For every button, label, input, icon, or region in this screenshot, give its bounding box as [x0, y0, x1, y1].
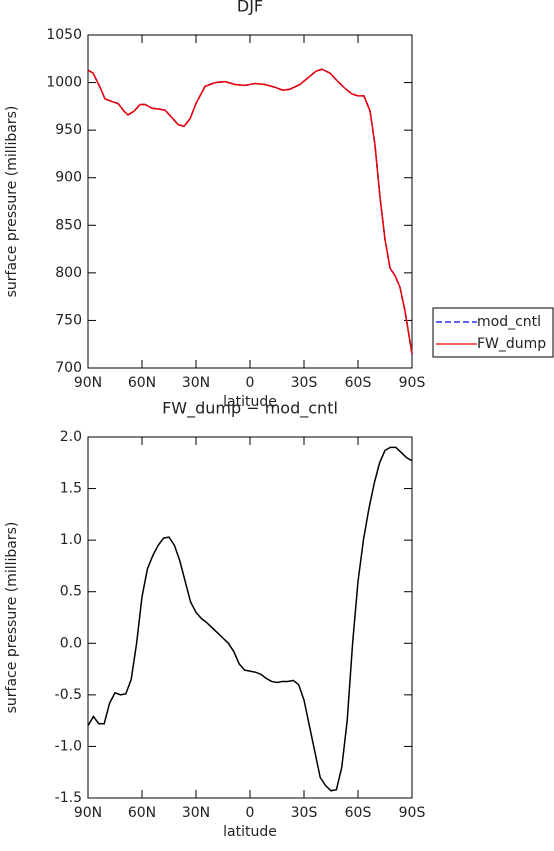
y-tick-label: 950	[55, 122, 82, 138]
x-tick-label: 90N	[74, 805, 102, 821]
x-tick-label: 60S	[345, 805, 372, 821]
x-tick-label: 0	[246, 805, 255, 821]
plot-frame	[87, 436, 413, 799]
x-tick-label: 90S	[399, 805, 426, 821]
data-line	[87, 446, 413, 792]
y-tick-label: 800	[55, 265, 82, 281]
series-line	[87, 68, 413, 354]
legend-box	[432, 307, 554, 358]
x-tick-label: 60N	[128, 805, 156, 821]
y-tick-label: -1.0	[55, 738, 82, 754]
x-tick-label: 30S	[291, 805, 318, 821]
y-axis-label: surface pressure (millibars)	[4, 522, 20, 714]
y-tick-label: -1.5	[55, 790, 82, 806]
x-axis-label: latitude	[223, 394, 277, 410]
x-tick-label: 30N	[182, 375, 210, 391]
x-axis-label: latitude	[223, 824, 277, 840]
y-tick-label: 900	[55, 170, 82, 186]
x-tick-label: 60S	[345, 375, 372, 391]
x-tick-label: 30S	[291, 375, 318, 391]
x-tick-label: 90S	[399, 375, 426, 391]
chart-title: FW_dump − mod_cntl	[162, 399, 338, 419]
y-tick-label: 1000	[46, 75, 82, 91]
chart-title: DJF	[237, 0, 263, 16]
y-tick-label: 850	[55, 217, 82, 233]
y-tick-label: 0.0	[60, 635, 82, 651]
y-tick-label: 750	[55, 312, 82, 328]
legend-label: mod_cntl	[477, 314, 541, 330]
y-tick-label: 1050	[46, 27, 82, 43]
y-tick-label: 1.5	[60, 481, 82, 497]
x-tick-label: 0	[246, 375, 255, 391]
y-axis-label: surface pressure (millibars)	[4, 106, 20, 298]
series-line	[87, 68, 413, 354]
legend-label: FW_dump	[477, 336, 546, 352]
x-tick-label: 60N	[128, 375, 156, 391]
y-tick-label: 700	[55, 360, 82, 376]
x-tick-label: 30N	[182, 805, 210, 821]
x-tick-label: 90N	[74, 375, 102, 391]
y-tick-label: 1.0	[60, 532, 82, 548]
y-tick-label: 2.0	[60, 429, 82, 445]
y-tick-label: 0.5	[60, 584, 82, 600]
y-tick-label: -0.5	[55, 687, 82, 703]
